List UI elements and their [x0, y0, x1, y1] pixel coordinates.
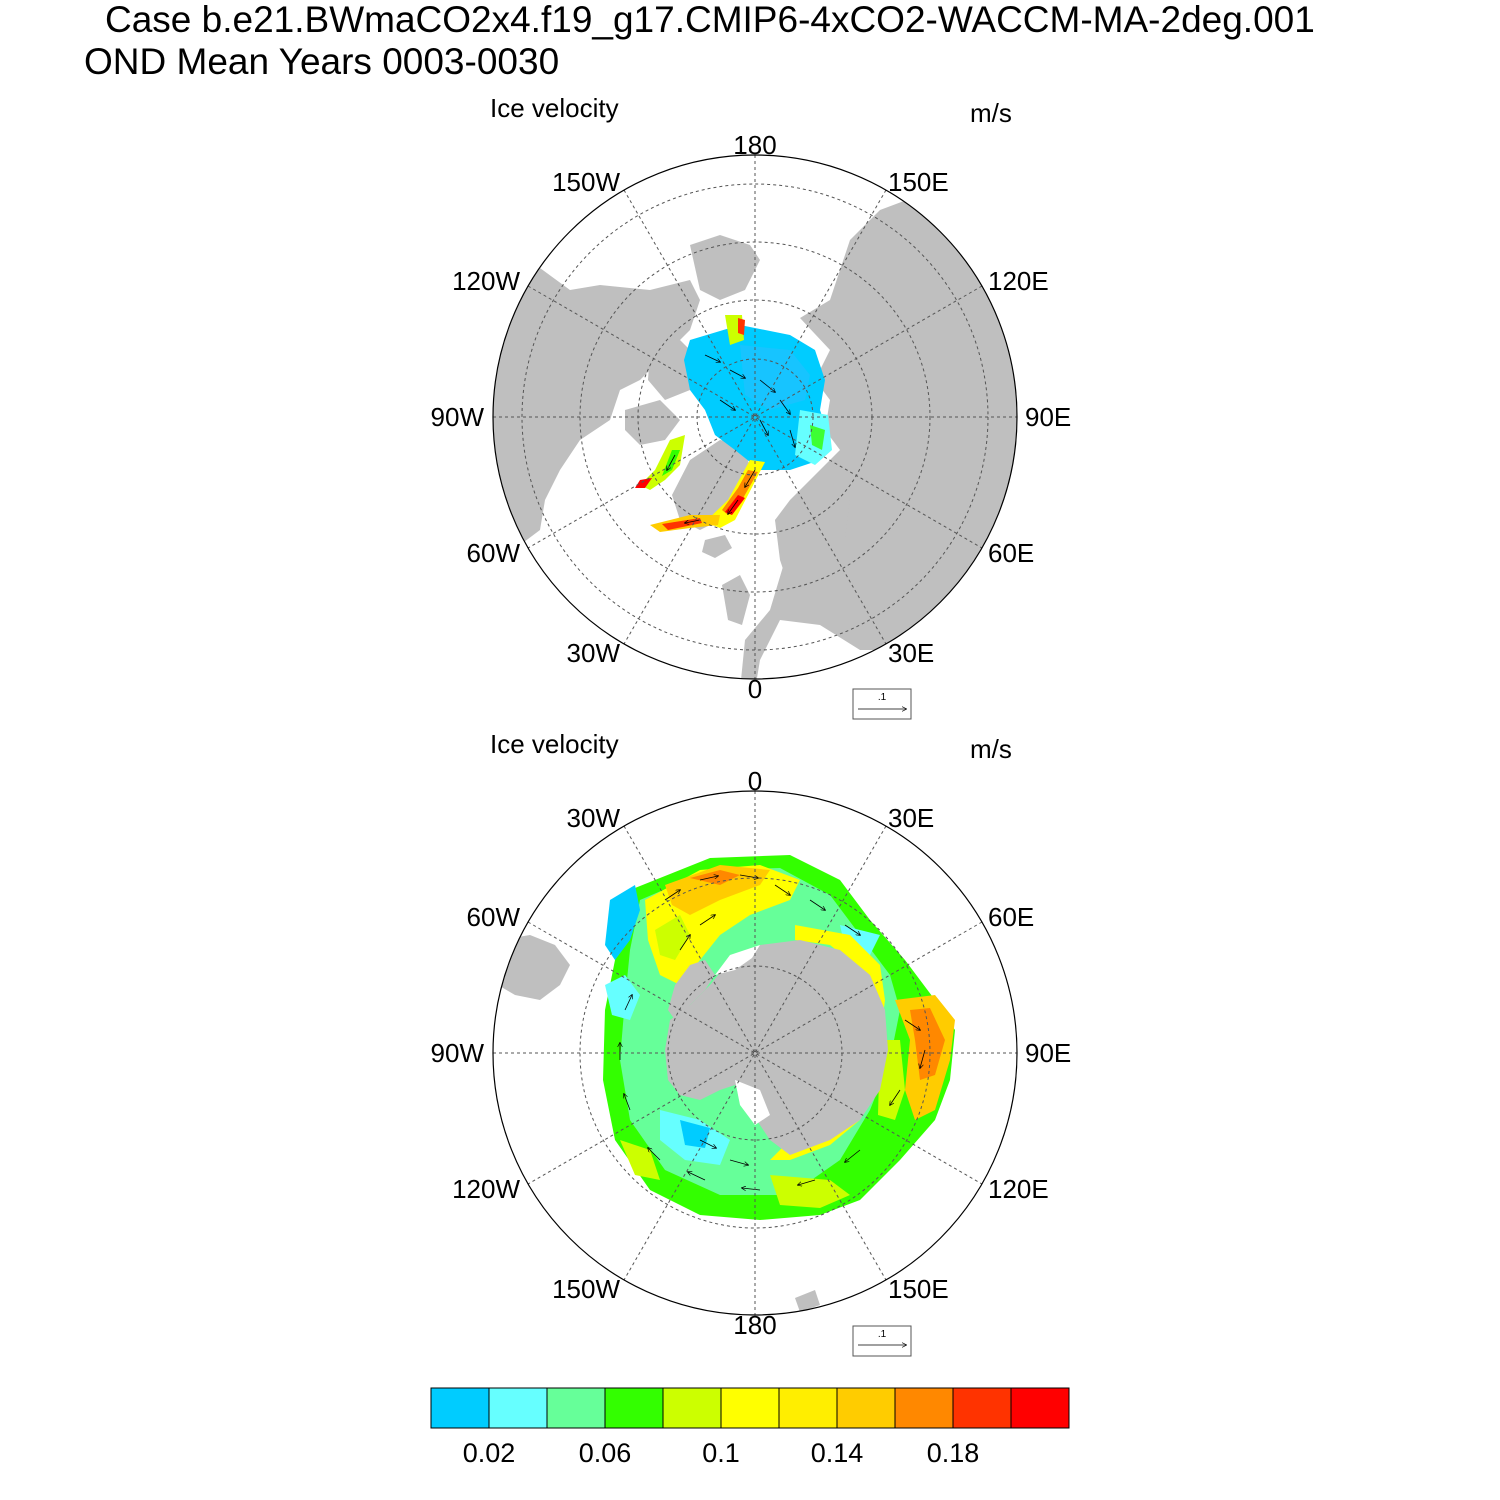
lon-label: 120E	[988, 266, 1049, 296]
colorbar	[430, 1387, 1070, 1429]
north-ice-vectors	[667, 354, 795, 523]
south-graticule	[493, 791, 1017, 1315]
colorbar-tick-label: 0.02	[463, 1438, 516, 1468]
colorbar-swatch	[430, 1387, 490, 1429]
north-ice-velocity-field	[635, 315, 832, 532]
colorbar-swatch	[1010, 1387, 1070, 1429]
lon-label: 90W	[431, 1038, 485, 1068]
case-title: Case b.e21.BWmaCO2x4.f19_g17.CMIP6-4xCO2…	[105, 0, 1315, 40]
lon-label: 30W	[567, 638, 621, 668]
lon-label: 60W	[467, 538, 521, 568]
lon-label: 150E	[888, 1274, 949, 1304]
north-longitude-labels: 180 150E 120E 90E 60E 30E 0 30W 60W 90W …	[431, 130, 1072, 704]
south-polar-map: Ice velocity m/s	[431, 729, 1072, 1357]
lon-label: 60W	[467, 902, 521, 932]
colorbar-swatch	[952, 1387, 1012, 1429]
svg-text:.1: .1	[878, 692, 887, 703]
colorbar-tick-label: 0.18	[927, 1438, 980, 1468]
colorbar-swatch	[836, 1387, 896, 1429]
colorbar-swatch	[604, 1387, 664, 1429]
south-longitude-labels: 0 30E 60E 90E 120E 150E 180 150W 120W 90…	[431, 766, 1072, 1340]
lon-label: 90E	[1025, 402, 1071, 432]
lon-label: 30W	[567, 803, 621, 833]
lon-label: 150W	[552, 167, 620, 197]
colorbar-tick-label: 0.1	[702, 1438, 740, 1468]
south-reference-vector: .1	[852, 1325, 912, 1357]
lon-label: 0	[748, 766, 762, 796]
lon-label: 0	[748, 674, 762, 704]
north-polar-map: Ice velocity m/s	[431, 93, 1072, 720]
colorbar-tick-label: 0.06	[579, 1438, 632, 1468]
north-graticule	[493, 155, 1017, 679]
colorbar-swatch	[720, 1387, 780, 1429]
colorbar-swatch	[546, 1387, 606, 1429]
colorbar-swatch	[894, 1387, 954, 1429]
north-map-boundary	[492, 154, 1018, 680]
south-ice-vectors	[620, 875, 926, 1190]
colorbar-tick-label: 0.14	[811, 1438, 864, 1468]
lon-label: 30E	[888, 638, 934, 668]
colorbar-swatch	[778, 1387, 838, 1429]
colorbar-swatch	[662, 1387, 722, 1429]
lon-label: 180	[733, 1310, 776, 1340]
lon-label: 150E	[888, 167, 949, 197]
south-panel-title: Ice velocity	[490, 729, 619, 759]
north-reference-vector: .1	[852, 688, 912, 720]
south-panel-units: m/s	[970, 734, 1012, 764]
lon-label: 180	[733, 130, 776, 160]
lon-label: 120W	[452, 266, 520, 296]
colorbar-tick-labels: 0.02 0.06 0.1 0.14 0.18	[463, 1438, 980, 1468]
north-panel-title: Ice velocity	[490, 93, 619, 123]
svg-text:.1: .1	[878, 1329, 887, 1340]
lon-label: 60E	[988, 538, 1034, 568]
season-years-subtitle: OND Mean Years 0003-0030	[84, 41, 560, 82]
south-map-boundary	[492, 790, 1018, 1316]
lon-label: 30E	[888, 803, 934, 833]
north-panel-units: m/s	[970, 98, 1012, 128]
lon-label: 120E	[988, 1174, 1049, 1204]
lon-label: 90W	[431, 402, 485, 432]
colorbar-swatch	[488, 1387, 548, 1429]
lon-label: 60E	[988, 902, 1034, 932]
lon-label: 150W	[552, 1274, 620, 1304]
lon-label: 90E	[1025, 1038, 1071, 1068]
lon-label: 120W	[452, 1174, 520, 1204]
